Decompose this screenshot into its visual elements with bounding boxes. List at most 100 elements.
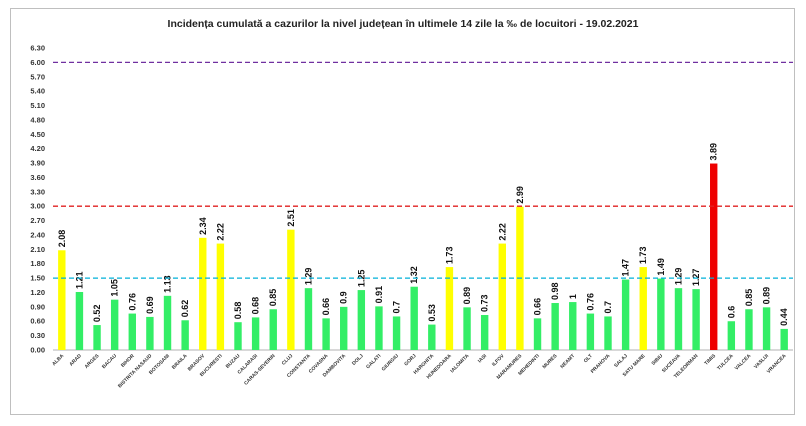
bar — [463, 307, 471, 350]
bar — [445, 267, 454, 350]
category-label: OLT — [583, 353, 594, 364]
y-tick-label: 6.00 — [30, 58, 45, 67]
bar — [357, 290, 366, 350]
bar — [146, 316, 154, 350]
bar — [604, 316, 612, 350]
bar — [340, 306, 348, 350]
bar — [710, 163, 718, 350]
category-label: CARAS-SEVERIN — [243, 353, 277, 387]
data-label: 0.89 — [462, 287, 472, 305]
data-label: 0.85 — [744, 289, 754, 307]
bar — [287, 229, 295, 350]
y-tick-label: 0.30 — [30, 331, 45, 340]
bar — [58, 250, 66, 350]
category-label: DOLJ — [351, 353, 365, 367]
y-tick-label: 3.60 — [30, 173, 45, 182]
y-tick-label: 6.30 — [30, 44, 45, 53]
data-label: 0.62 — [180, 300, 190, 318]
bar — [480, 315, 489, 350]
bar — [163, 295, 172, 350]
category-label: IALOMITA — [449, 353, 470, 374]
y-tick-label: 0.60 — [30, 317, 45, 326]
y-tick-label: 5.10 — [30, 101, 45, 110]
bar — [199, 237, 207, 350]
y-tick-label: 4.80 — [30, 115, 45, 124]
y-tick-label: 2.40 — [30, 230, 45, 239]
y-tick-label: 1.80 — [30, 259, 45, 268]
bar — [657, 278, 665, 350]
category-label: BUZAU — [225, 353, 242, 370]
y-tick-label: 2.10 — [30, 245, 45, 254]
y-tick-label: 3.90 — [30, 159, 45, 168]
data-label: 0.7 — [603, 301, 613, 314]
data-label: 0.66 — [321, 298, 331, 316]
bar — [762, 307, 771, 350]
category-label: MURES — [542, 353, 559, 370]
bar — [251, 317, 260, 350]
category-label: PRAHOVA — [590, 353, 612, 375]
data-label: 1.49 — [656, 258, 666, 276]
data-label: 0.53 — [427, 304, 437, 322]
data-label: 0.76 — [127, 293, 137, 311]
bar — [692, 289, 700, 350]
y-tick-label: 5.70 — [30, 72, 45, 81]
category-label: SALAJ — [613, 353, 629, 369]
bar — [551, 303, 559, 350]
data-label: 1.13 — [163, 275, 173, 293]
bar — [322, 318, 330, 350]
data-label: 1.32 — [409, 266, 419, 284]
bar — [234, 322, 242, 350]
category-label: CLUJ — [281, 353, 295, 367]
y-tick-label: 1.20 — [30, 288, 45, 297]
data-label: 1.73 — [444, 247, 454, 265]
bar — [93, 325, 101, 350]
bar — [533, 318, 542, 350]
y-tick-label: 3.00 — [30, 202, 45, 211]
bar — [75, 291, 84, 350]
data-label: 1.21 — [74, 271, 84, 289]
data-label: 2.22 — [215, 223, 225, 241]
category-label: BIHOR — [120, 353, 136, 369]
y-tick-label: 2.70 — [30, 216, 45, 225]
bar — [375, 306, 383, 350]
data-label: 1.29 — [673, 268, 683, 286]
bar — [621, 279, 630, 350]
bar — [727, 321, 736, 350]
chart-frame — [10, 8, 795, 415]
data-label: 3.89 — [709, 143, 719, 161]
y-tick-label: 0.00 — [30, 346, 45, 355]
bar — [586, 313, 595, 350]
data-label: 2.34 — [198, 217, 208, 235]
chart-title: Incidența cumulată a cazurilor la nivel … — [167, 18, 639, 30]
data-label: 2.51 — [286, 209, 296, 227]
data-label: 0.66 — [533, 298, 543, 316]
y-tick-label: 4.20 — [30, 144, 45, 153]
bar — [428, 324, 436, 350]
data-label: 0.68 — [251, 297, 261, 315]
bar — [569, 302, 577, 350]
bar — [392, 316, 401, 350]
data-label: 1.73 — [638, 247, 648, 265]
data-label: 0.7 — [392, 301, 402, 314]
data-label: 0.44 — [779, 308, 789, 326]
category-label: ALBA — [51, 353, 65, 367]
category-label: VRANCEA — [766, 353, 788, 375]
bar — [639, 267, 647, 350]
bar — [181, 320, 189, 350]
bar — [674, 288, 683, 350]
y-tick-label: 1.50 — [30, 274, 45, 283]
data-label: 0.91 — [374, 286, 384, 304]
category-label: GIURGIU — [381, 353, 401, 373]
category-label: ARAD — [68, 353, 83, 368]
data-label: 0.76 — [585, 293, 595, 311]
bar — [128, 313, 136, 350]
category-label: IASI — [477, 353, 489, 365]
category-label: NEAMT — [559, 353, 576, 370]
data-label: 1.47 — [621, 259, 631, 277]
data-label: 0.52 — [92, 305, 102, 323]
data-label: 0.98 — [550, 282, 560, 300]
data-label: 1 — [568, 294, 578, 299]
data-label: 0.89 — [762, 287, 772, 305]
data-label: 1.27 — [691, 269, 701, 287]
y-tick-label: 0.90 — [30, 302, 45, 311]
